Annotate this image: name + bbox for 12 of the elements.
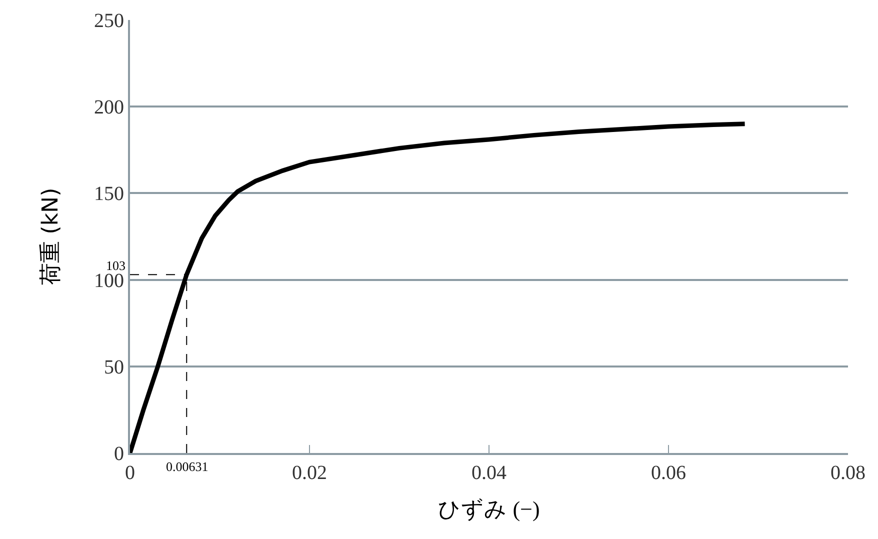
y-tick-label: 200 [94, 96, 124, 119]
x-tick-label: 0.08 [830, 462, 866, 484]
y-tick-label: 250 [94, 10, 124, 32]
y-axis-title: 荷重 (kN) [38, 188, 64, 286]
x-tick-label: 0.04 [472, 462, 506, 484]
y-tick-label: 50 [104, 356, 124, 378]
ref-line-label: 0.00631 [166, 459, 208, 474]
y-tick-label: 0 [114, 443, 124, 465]
x-tick-label: 0.06 [651, 462, 686, 484]
x-axis-title: ひずみ (−) [438, 496, 540, 522]
y-tick-label: 150 [94, 183, 124, 206]
x-tick-label: 0.02 [292, 462, 327, 484]
